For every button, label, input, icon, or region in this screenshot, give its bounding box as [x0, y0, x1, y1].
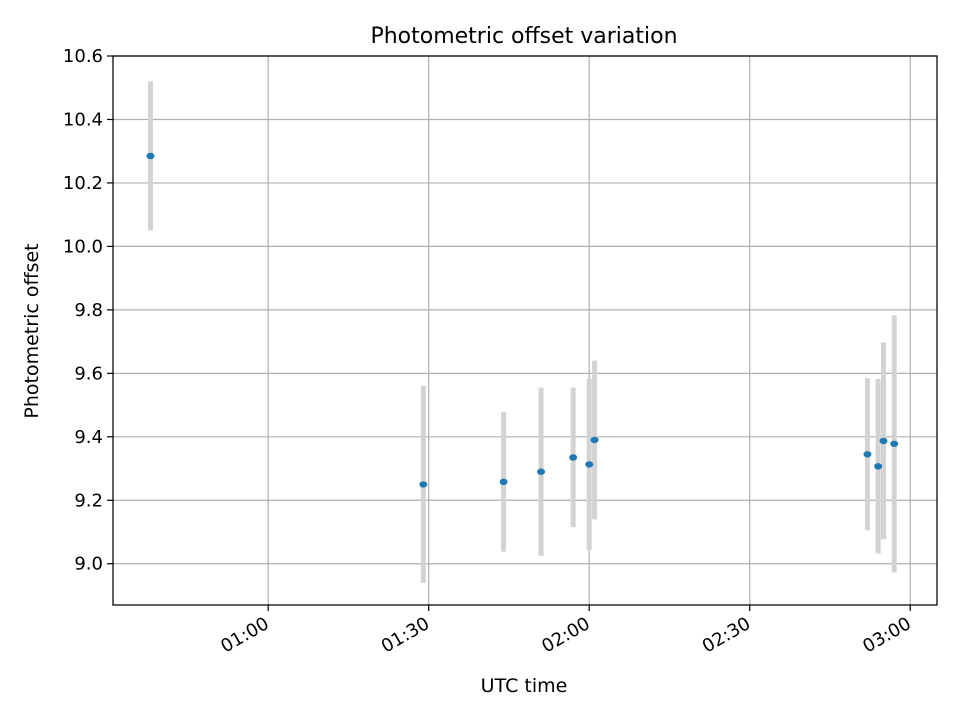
- data-point: [879, 437, 888, 445]
- data-point: [569, 454, 578, 461]
- data-point: [146, 152, 155, 160]
- data-point: [874, 463, 883, 470]
- y-axis-ticks: 9.0 9.2 9.4 9.6 9.8 10.0 10.2 10.4 10.6: [63, 46, 113, 575]
- data-point: [863, 451, 872, 458]
- x-axis-label: UTC time: [481, 675, 568, 697]
- data-points: [146, 152, 899, 488]
- data-point: [585, 461, 594, 468]
- data-point: [590, 436, 599, 444]
- plot-frame: [112, 55, 938, 606]
- y-tick-label: 10.2: [63, 173, 103, 194]
- data-point: [890, 440, 899, 447]
- data-point: [419, 481, 428, 488]
- y-tick-label: 10.6: [63, 46, 103, 67]
- data-point: [537, 468, 546, 475]
- y-tick-label: 9.8: [74, 300, 103, 321]
- data-point: [499, 478, 508, 486]
- y-tick-label: 10.0: [63, 236, 103, 257]
- y-axis-label: Photometric offset: [21, 243, 43, 418]
- y-tick-label: 9.0: [74, 554, 103, 575]
- y-tick-label: 10.4: [63, 109, 103, 130]
- chart-title: Photometric offset variation: [370, 24, 677, 49]
- y-tick-label: 9.6: [74, 363, 103, 384]
- y-tick-label: 9.2: [74, 490, 103, 511]
- y-tick-label: 9.4: [74, 427, 103, 448]
